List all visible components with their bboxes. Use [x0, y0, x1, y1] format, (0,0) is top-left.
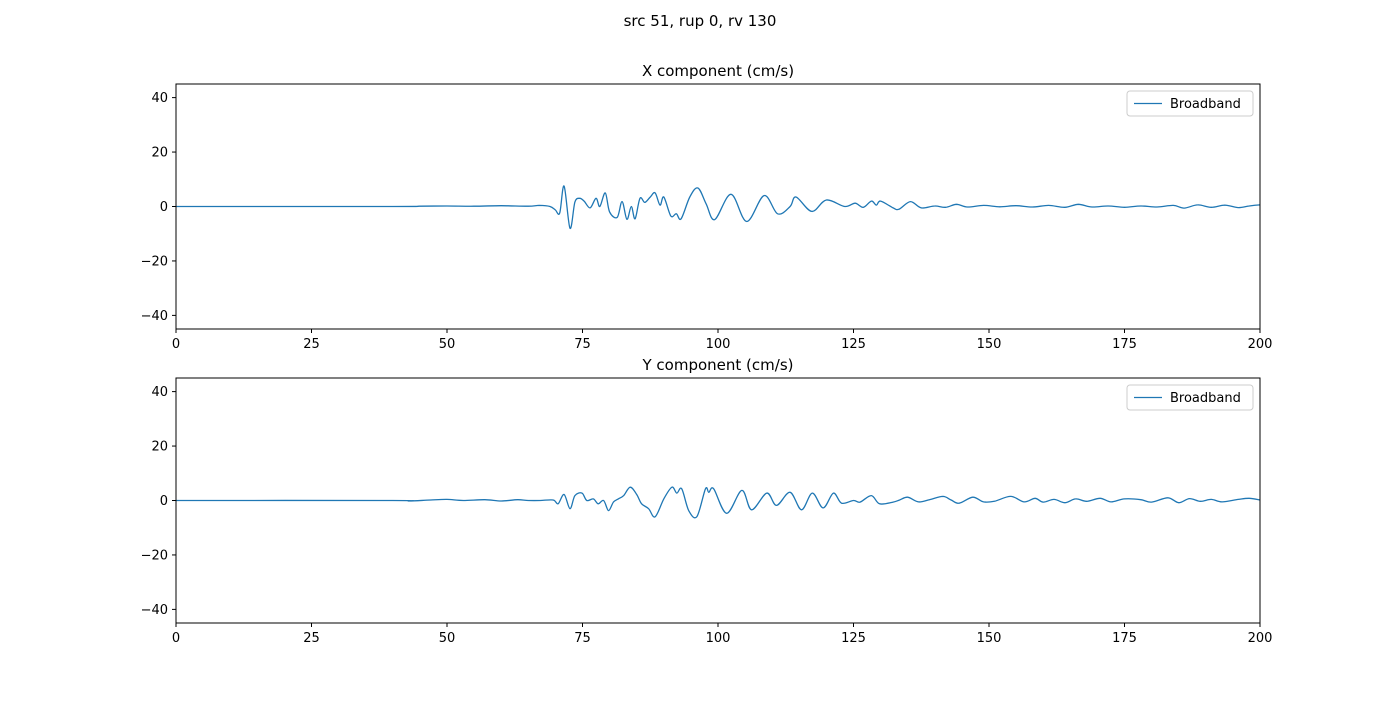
panel-x: X component (cm/s)0 25 50 75 100 125 150 175 200…	[141, 62, 1273, 352]
x-tick-label: 0	[172, 337, 180, 352]
y-tick-label: 20	[151, 440, 168, 455]
y-tick-label: −20	[141, 548, 168, 563]
panel-y: Y component (cm/s)0 25 50 75 100 125 150 175 200…	[141, 356, 1273, 646]
figure-title: src 51, rup 0, rv 130	[624, 12, 777, 30]
x-tick-label: 200	[1248, 337, 1273, 352]
legend-label: Broadband	[1170, 391, 1241, 406]
x-tick-label: 25	[303, 337, 320, 352]
x-tick-label: 175	[1112, 337, 1137, 352]
x-tick-label: 25	[303, 631, 320, 646]
y-tick-label: 40	[151, 385, 168, 400]
x-tick-label: 175	[1112, 631, 1137, 646]
y-tick-label: −20	[141, 254, 168, 269]
legend-box	[1126, 384, 1254, 411]
x-tick-label: 150	[977, 337, 1002, 352]
y-tick-label: 0	[160, 494, 168, 509]
legend-box	[1126, 90, 1254, 117]
y-tick-label: 20	[151, 146, 168, 161]
series-line-broadband	[175, 486, 1261, 519]
x-tick-label: 100	[706, 631, 731, 646]
x-tick-label: 0	[172, 631, 180, 646]
x-tick-label: 50	[439, 337, 456, 352]
x-tick-label: 150	[977, 631, 1002, 646]
legend-label: Broadband	[1170, 97, 1241, 112]
y-tick-label: −40	[141, 309, 168, 324]
x-tick-label: 50	[439, 631, 456, 646]
panel-title: Y component (cm/s)	[642, 356, 794, 374]
panel-title: X component (cm/s)	[642, 62, 794, 80]
y-tick-label: 0	[160, 200, 168, 215]
y-tick-label: 40	[151, 91, 168, 106]
legend: Broadband	[1126, 384, 1254, 411]
x-tick-label: 100	[706, 337, 731, 352]
x-tick-label: 125	[841, 337, 866, 352]
y-tick-label: −40	[141, 603, 168, 618]
series-line-broadband	[175, 185, 1261, 229]
x-tick-label: 75	[574, 631, 591, 646]
x-tick-label: 125	[841, 631, 866, 646]
x-tick-label: 75	[574, 337, 591, 352]
legend: Broadband	[1126, 90, 1254, 117]
x-tick-label: 200	[1248, 631, 1273, 646]
